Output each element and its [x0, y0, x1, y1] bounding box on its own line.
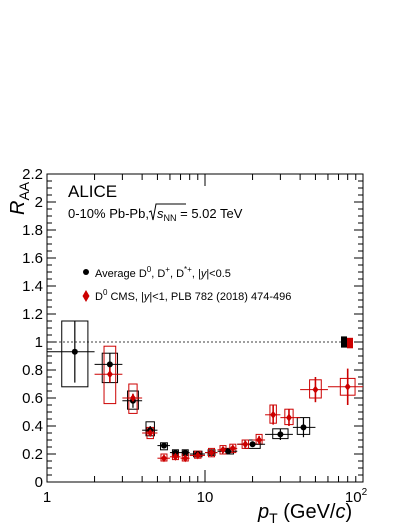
cms-data-point	[194, 451, 201, 460]
y-tick-label: 1.8	[22, 222, 43, 239]
legend-marker-cms	[82, 290, 90, 302]
legend-label-alice: Average D0, D+, D*+, |y|<0.5	[95, 265, 231, 280]
svg-text:sNN = 5.02 TeV: sNN = 5.02 TeV	[157, 206, 243, 223]
y-tick-label: 1.4	[22, 278, 43, 295]
alice-sys-box	[127, 390, 139, 410]
cms-data-point	[344, 382, 351, 391]
cms-data-point	[106, 370, 113, 379]
x-tick-label: 102	[345, 487, 368, 506]
cms-data-point	[256, 436, 263, 444]
alice-data-point	[249, 441, 256, 448]
normalization-box	[341, 336, 347, 348]
cms-sys-box	[103, 345, 117, 405]
legend: Average D0, D+, D*+, |y|<0.5 D0 CMS, |y|…	[82, 265, 291, 303]
cms-data-point	[129, 394, 136, 402]
alice-data-point	[106, 361, 113, 368]
cms-data-point	[147, 429, 154, 437]
x-tick-label: 1	[43, 489, 51, 506]
axis-tick-layer	[46, 173, 363, 483]
cms-data-point	[220, 445, 227, 454]
y-tick-label: 2.2	[22, 166, 43, 183]
legend-label-cms: D0 CMS, |y|<1, PLB 782 (2018) 474-496	[95, 288, 291, 303]
cms-data-point	[242, 440, 249, 449]
y-tick-label: 0.6	[22, 390, 43, 407]
svg-text:0-10% Pb-Pb,: 0-10% Pb-Pb,	[68, 206, 149, 221]
cms-sys-box	[128, 383, 138, 414]
axis-tick-label-layer: 0 0.2 0.4 0.6 0.8 1 1.2 1.4 1.6 1.8 2 2.2 1 10 102	[22, 166, 367, 506]
system-label: 0-10% Pb-Pb, sNN = 5.02 TeV	[68, 203, 243, 223]
y-tick-label: 0	[35, 474, 43, 491]
alice-data-point	[225, 448, 232, 455]
alice-data-point	[172, 449, 179, 456]
experiment-label: ALICE	[68, 182, 117, 201]
alice-data-point	[71, 348, 78, 355]
x-tick-label: 10	[197, 489, 214, 506]
alice-data-point	[300, 424, 307, 431]
y-tick-label: 0.4	[22, 418, 43, 435]
y-tick-label: 1.2	[22, 306, 43, 323]
marker-layer	[71, 348, 351, 463]
alice-data-point	[277, 431, 284, 438]
cms-data-point	[182, 454, 189, 463]
cms-data-point	[270, 410, 277, 419]
legend-marker-alice	[83, 269, 89, 275]
sqrt-symbol	[148, 203, 186, 221]
y-axis-title: RAA	[7, 181, 32, 215]
y-tick-label: 2	[35, 194, 43, 211]
y-tick-label: 1.6	[22, 250, 43, 267]
cms-data-point	[160, 454, 167, 463]
normalization-box-layer	[341, 336, 353, 349]
y-tick-label: 0.8	[22, 362, 43, 379]
cms-data-point	[208, 448, 215, 457]
normalization-box	[347, 337, 353, 349]
alice-data-point	[182, 449, 189, 456]
x-axis-title: pT (GeV/c)	[257, 501, 352, 526]
cms-data-point	[229, 444, 236, 453]
y-tick-label: 0.2	[22, 446, 43, 463]
cms-data-point	[285, 413, 292, 422]
cms-data-point	[172, 452, 179, 461]
alice-data-point	[160, 442, 167, 449]
y-tick-label: 1	[35, 334, 43, 351]
cms-data-point	[312, 385, 319, 394]
